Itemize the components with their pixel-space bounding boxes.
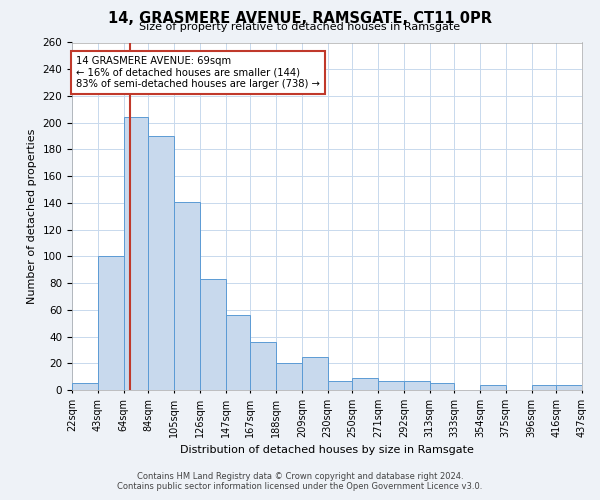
Bar: [98, 256, 124, 390]
Text: 14, GRASMERE AVENUE, RAMSGATE, CT11 0PR: 14, GRASMERE AVENUE, RAMSGATE, CT11 0PR: [108, 11, 492, 26]
Text: Contains HM Land Registry data © Crown copyright and database right 2024.
Contai: Contains HM Land Registry data © Crown c…: [118, 472, 482, 491]
Y-axis label: Number of detached properties: Number of detached properties: [27, 128, 37, 304]
Bar: [556, 384, 582, 390]
Text: Size of property relative to detached houses in Ramsgate: Size of property relative to detached ho…: [139, 22, 461, 32]
Bar: [174, 202, 200, 390]
Text: 14 GRASMERE AVENUE: 69sqm
← 16% of detached houses are smaller (144)
83% of semi: 14 GRASMERE AVENUE: 69sqm ← 16% of detac…: [76, 56, 320, 89]
Bar: [378, 380, 404, 390]
Bar: [148, 136, 174, 390]
Bar: [250, 342, 276, 390]
Bar: [480, 384, 506, 390]
Bar: [226, 315, 250, 390]
X-axis label: Distribution of detached houses by size in Ramsgate: Distribution of detached houses by size …: [180, 446, 474, 456]
Bar: [276, 364, 302, 390]
Bar: [302, 356, 328, 390]
Bar: [430, 384, 454, 390]
Bar: [532, 384, 556, 390]
Bar: [72, 384, 98, 390]
Bar: [328, 380, 352, 390]
Bar: [200, 279, 226, 390]
Bar: [352, 378, 378, 390]
Bar: [124, 118, 148, 390]
Bar: [404, 380, 430, 390]
